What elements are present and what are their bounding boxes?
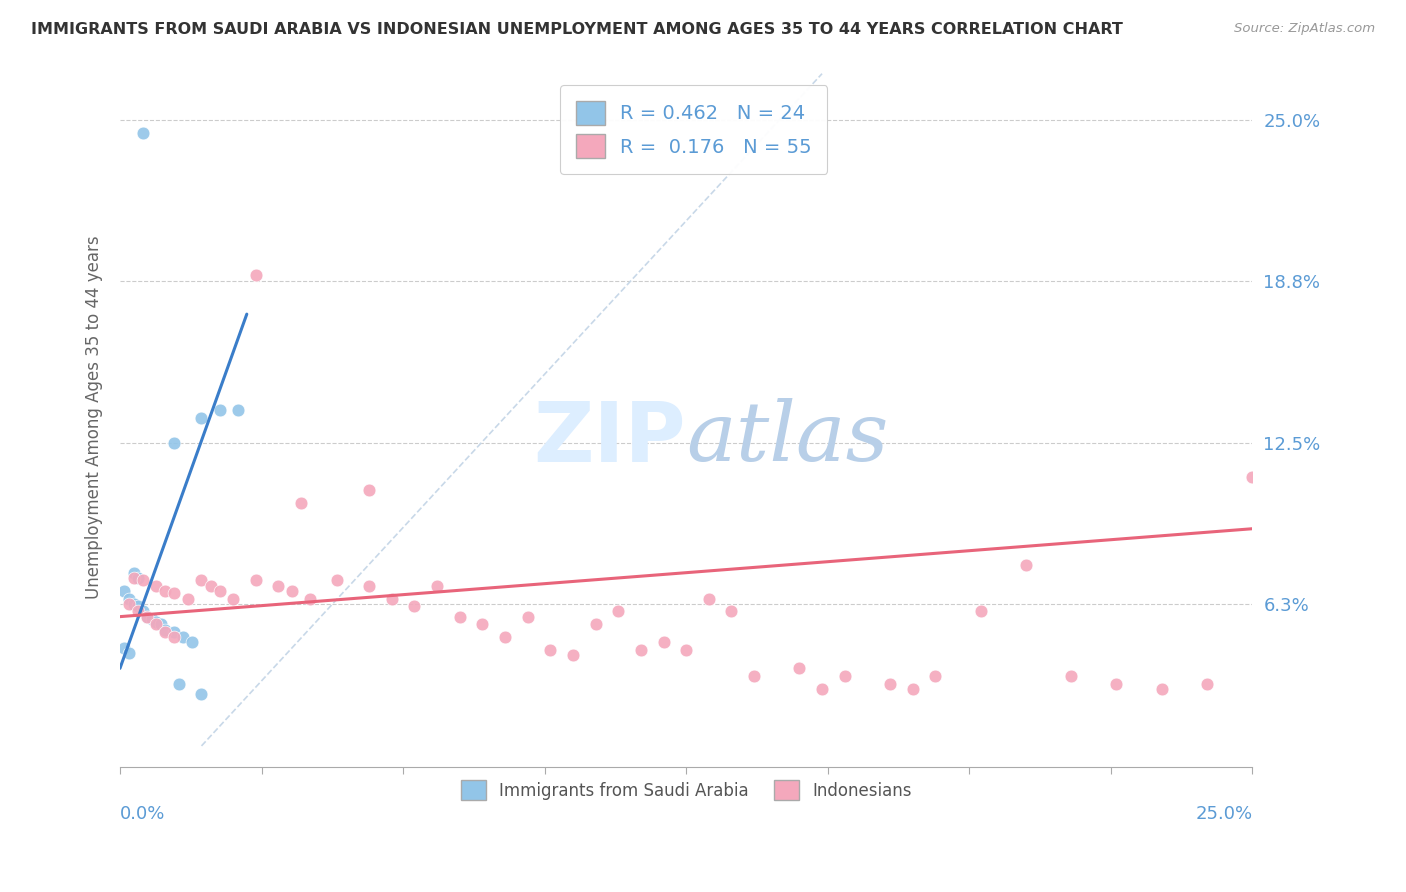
Point bbox=[630, 643, 652, 657]
Point bbox=[299, 591, 322, 606]
Point bbox=[585, 617, 607, 632]
Point bbox=[789, 661, 811, 675]
Point bbox=[879, 677, 901, 691]
Point bbox=[136, 609, 159, 624]
Point bbox=[561, 648, 583, 663]
Y-axis label: Unemployment Among Ages 35 to 44 years: Unemployment Among Ages 35 to 44 years bbox=[86, 235, 103, 599]
Point bbox=[607, 604, 630, 618]
Text: atlas: atlas bbox=[686, 399, 889, 478]
Point bbox=[208, 402, 231, 417]
Point bbox=[290, 496, 312, 510]
Point bbox=[190, 574, 212, 588]
Point bbox=[181, 635, 204, 649]
Point bbox=[359, 483, 381, 497]
Point bbox=[267, 579, 290, 593]
Point bbox=[131, 574, 153, 588]
Point bbox=[1060, 669, 1083, 683]
Point bbox=[167, 677, 190, 691]
Point bbox=[516, 609, 538, 624]
Point bbox=[122, 571, 145, 585]
Point bbox=[449, 609, 471, 624]
Point bbox=[245, 574, 267, 588]
Point bbox=[742, 669, 765, 683]
Point bbox=[281, 583, 304, 598]
Point bbox=[163, 586, 186, 600]
Point bbox=[471, 617, 494, 632]
Text: Source: ZipAtlas.com: Source: ZipAtlas.com bbox=[1234, 22, 1375, 36]
Point bbox=[172, 630, 194, 644]
Point bbox=[245, 268, 267, 283]
Point bbox=[326, 574, 349, 588]
Point bbox=[145, 615, 167, 629]
Point bbox=[969, 604, 991, 618]
Point bbox=[675, 643, 697, 657]
Point bbox=[163, 436, 186, 450]
Point bbox=[1015, 558, 1038, 572]
Point bbox=[155, 625, 177, 640]
Point bbox=[145, 579, 167, 593]
Point bbox=[136, 609, 159, 624]
Point bbox=[697, 591, 720, 606]
Point bbox=[118, 597, 141, 611]
Point bbox=[190, 410, 212, 425]
Point bbox=[426, 579, 449, 593]
Point bbox=[901, 681, 924, 696]
Point bbox=[114, 583, 136, 598]
Point bbox=[404, 599, 426, 614]
Point bbox=[226, 402, 249, 417]
Point bbox=[1150, 681, 1173, 696]
Point bbox=[834, 669, 856, 683]
Point bbox=[652, 635, 675, 649]
Point bbox=[538, 643, 561, 657]
Point bbox=[127, 571, 149, 585]
Point bbox=[1195, 677, 1218, 691]
Point bbox=[155, 623, 177, 637]
Point bbox=[131, 126, 153, 140]
Point bbox=[163, 625, 186, 640]
Text: 25.0%: 25.0% bbox=[1195, 805, 1253, 823]
Text: 0.0%: 0.0% bbox=[120, 805, 166, 823]
Text: ZIP: ZIP bbox=[534, 398, 686, 479]
Point bbox=[1105, 677, 1128, 691]
Point bbox=[381, 591, 404, 606]
Point bbox=[118, 646, 141, 660]
Point bbox=[163, 630, 186, 644]
Point bbox=[155, 583, 177, 598]
Point bbox=[359, 579, 381, 593]
Point bbox=[122, 566, 145, 580]
Point bbox=[114, 640, 136, 655]
Point bbox=[127, 599, 149, 614]
Point bbox=[1241, 470, 1264, 484]
Point bbox=[720, 604, 742, 618]
Point bbox=[122, 597, 145, 611]
Point bbox=[494, 630, 516, 644]
Point bbox=[149, 617, 172, 632]
Point bbox=[145, 617, 167, 632]
Legend: Immigrants from Saudi Arabia, Indonesians: Immigrants from Saudi Arabia, Indonesian… bbox=[454, 773, 918, 807]
Point bbox=[200, 579, 222, 593]
Point bbox=[208, 583, 231, 598]
Point bbox=[222, 591, 245, 606]
Point bbox=[811, 681, 834, 696]
Point bbox=[118, 591, 141, 606]
Point bbox=[924, 669, 946, 683]
Point bbox=[190, 687, 212, 701]
Point bbox=[131, 604, 153, 618]
Point bbox=[127, 604, 149, 618]
Point bbox=[177, 591, 200, 606]
Point bbox=[141, 612, 163, 626]
Text: IMMIGRANTS FROM SAUDI ARABIA VS INDONESIAN UNEMPLOYMENT AMONG AGES 35 TO 44 YEAR: IMMIGRANTS FROM SAUDI ARABIA VS INDONESI… bbox=[31, 22, 1123, 37]
